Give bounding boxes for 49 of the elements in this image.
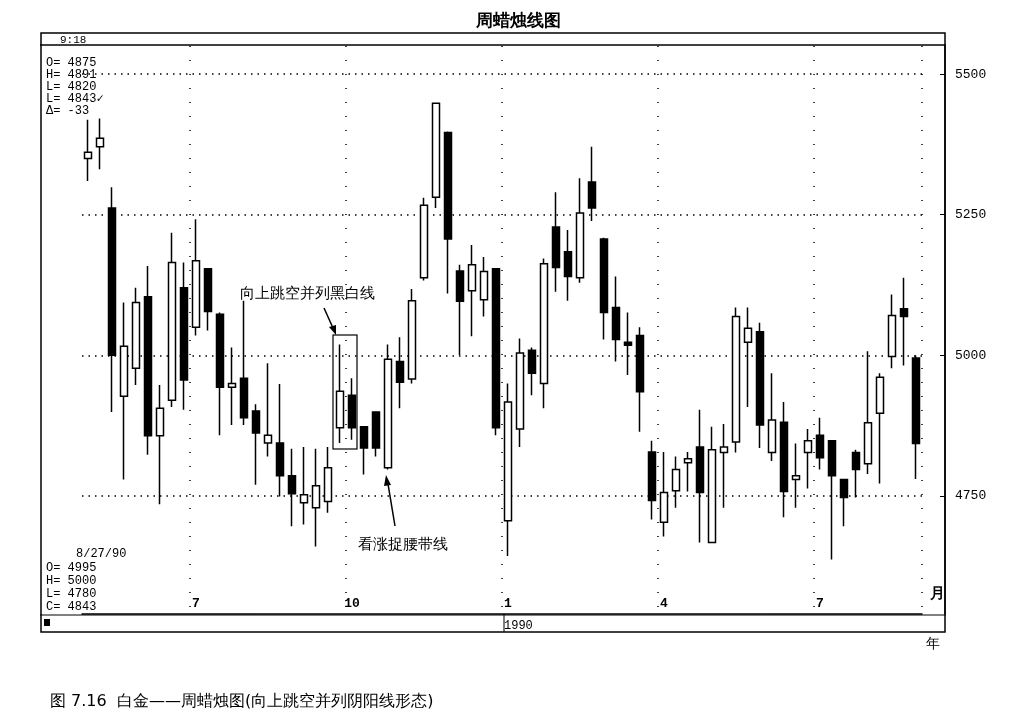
annotation: O= 4875 — [46, 56, 97, 70]
text: 9:18 — [60, 33, 87, 46]
candlestick — [299, 446, 309, 526]
annotation: Δ= -33 — [46, 104, 90, 118]
annotation: H= 5000 — [46, 574, 97, 588]
candlestick — [251, 403, 261, 486]
y-tick-label: 5000 — [955, 347, 987, 363]
candlestick — [431, 102, 441, 209]
candlestick — [203, 267, 213, 332]
text: 年 — [926, 635, 940, 651]
candlestick — [359, 425, 369, 476]
annotation: L= 4780 — [46, 587, 97, 601]
candlestick — [95, 117, 105, 170]
x-tick-label: 7 — [816, 596, 824, 611]
candlestick — [143, 265, 153, 456]
candlestick — [563, 229, 573, 302]
candlestick — [467, 244, 477, 337]
y-tick-label: 4750 — [955, 488, 987, 504]
candlestick — [683, 451, 693, 493]
annotation: L= 4843✓ — [46, 92, 104, 106]
text: 1990 — [504, 619, 533, 633]
candlestick — [731, 306, 741, 454]
candlestick — [479, 256, 489, 318]
candlestick — [887, 293, 897, 369]
annotation: C= 4843 — [46, 600, 97, 614]
x-tick-label: 1 — [504, 596, 513, 611]
annotation: H= 4891 — [46, 68, 97, 82]
candlestick — [719, 423, 729, 509]
chart-title: 周蜡烛线图 — [474, 9, 561, 30]
annotation: 看涨捉腰带线 — [358, 534, 448, 553]
candlestick — [419, 197, 429, 282]
candlestick — [83, 118, 93, 182]
annotation: 8/27/90 — [76, 547, 127, 561]
candlestick — [599, 237, 609, 341]
y-tick-label: 5250 — [955, 207, 987, 223]
candlestick — [575, 177, 585, 284]
annotation: 向上跳空并列黑白线 — [240, 283, 375, 302]
x-tick-label: 10 — [344, 596, 360, 611]
candlestick — [263, 362, 273, 458]
candlestick — [875, 372, 885, 485]
x-tick-label: 4 — [660, 596, 669, 611]
x-axis-title: 月 — [929, 583, 945, 602]
annotation: O= 4995 — [46, 561, 97, 575]
x-tick-label: 7 — [192, 596, 200, 611]
caption: 图 7.16 白金——周蜡烛图(向上跳空并列阴阳线形态) — [50, 690, 434, 710]
annotation: L= 4820 — [46, 80, 97, 94]
y-tick-label: 5500 — [955, 66, 987, 82]
candlestick — [371, 411, 381, 458]
candlestick — [767, 372, 777, 462]
